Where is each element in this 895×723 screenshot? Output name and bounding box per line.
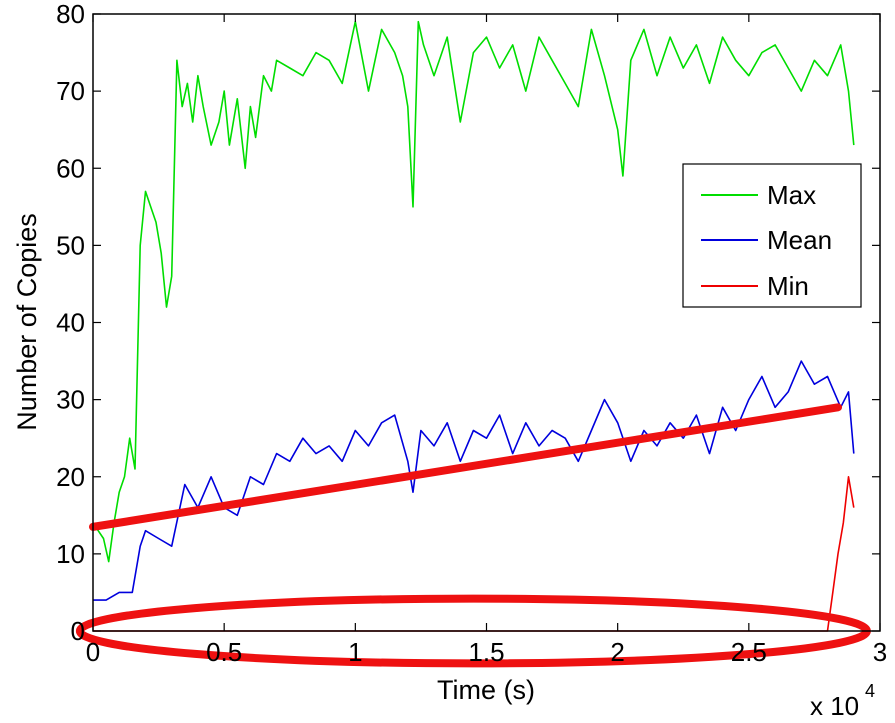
x-multiplier-exponent: 4 [865,681,875,701]
x-tick-label: 2 [610,637,624,667]
legend-label-min: Min [767,271,809,301]
x-tick-label: 0.5 [206,637,242,667]
y-tick-label: 60 [56,153,85,183]
plot-background [93,14,880,631]
y-tick-label: 80 [56,0,85,29]
y-tick-label: 40 [56,308,85,338]
x-axis-title: Time (s) [437,675,535,705]
y-tick-label: 50 [56,230,85,260]
y-axis-title: Number of Copies [12,213,42,431]
x-multiplier-label: x 10 [810,691,859,721]
x-tick-label: 1 [348,637,362,667]
legend-box [682,163,862,308]
legend-label-mean: Mean [767,225,832,255]
x-tick-label: 0 [86,637,100,667]
y-tick-label: 30 [56,385,85,415]
y-tick-label: 20 [56,462,85,492]
x-tick-label: 2.5 [731,637,767,667]
legend-label-max: Max [767,180,816,210]
y-tick-label: 0 [71,616,85,646]
trend-line-annotation [89,403,843,531]
x-tick-label: 3 [873,637,887,667]
y-tick-label: 10 [56,539,85,569]
y-tick-label: 70 [56,76,85,106]
x-tick-label: 1.5 [468,637,504,667]
legend: Max Mean Min [682,163,862,308]
series-line-max [92,20,855,563]
